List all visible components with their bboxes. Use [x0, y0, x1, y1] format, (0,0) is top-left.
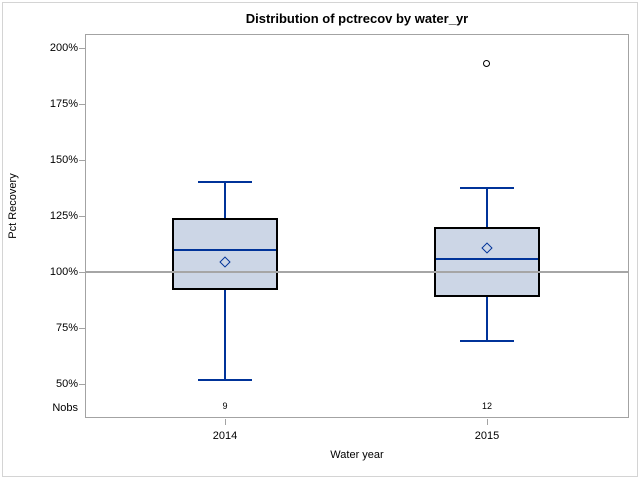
whisker-cap-low [198, 379, 252, 381]
y-tick-label: 125% [49, 210, 78, 222]
whisker-cap-high [198, 181, 252, 183]
y-tick-label: 100% [49, 266, 78, 278]
outlier-point [483, 60, 490, 67]
nobs-row-label: Nobs [52, 402, 78, 414]
plot-area-frame [85, 34, 629, 418]
x-tick-mark [225, 419, 226, 425]
box-2015 [434, 227, 540, 297]
nobs-value: 9 [222, 401, 228, 411]
median-line [436, 258, 538, 260]
y-tick-mark [79, 328, 85, 329]
x-tick-mark [487, 419, 488, 425]
whisker-cap-high [460, 187, 514, 189]
box-2014 [172, 218, 278, 290]
y-tick-label: 200% [49, 42, 78, 54]
x-tick-label: 2015 [474, 430, 500, 442]
y-tick-label: 50% [55, 378, 78, 390]
y-tick-mark [79, 104, 85, 105]
y-tick-mark [79, 272, 85, 273]
median-line [174, 249, 276, 251]
x-tick-label: 2014 [212, 430, 238, 442]
reference-line-100pct [86, 271, 628, 273]
whisker-cap-low [460, 340, 514, 342]
y-tick-label: 150% [49, 154, 78, 166]
chart-title: Distribution of pctrecov by water_yr [245, 11, 469, 26]
y-tick-mark [79, 216, 85, 217]
y-tick-label: 175% [49, 98, 78, 110]
y-tick-mark [79, 384, 85, 385]
nobs-value: 12 [481, 401, 492, 411]
y-axis-title: Pct Recovery [7, 173, 19, 239]
y-tick-mark [79, 48, 85, 49]
y-tick-label: 75% [55, 322, 78, 334]
y-tick-mark [79, 160, 85, 161]
x-axis-title: Water year [330, 449, 384, 461]
